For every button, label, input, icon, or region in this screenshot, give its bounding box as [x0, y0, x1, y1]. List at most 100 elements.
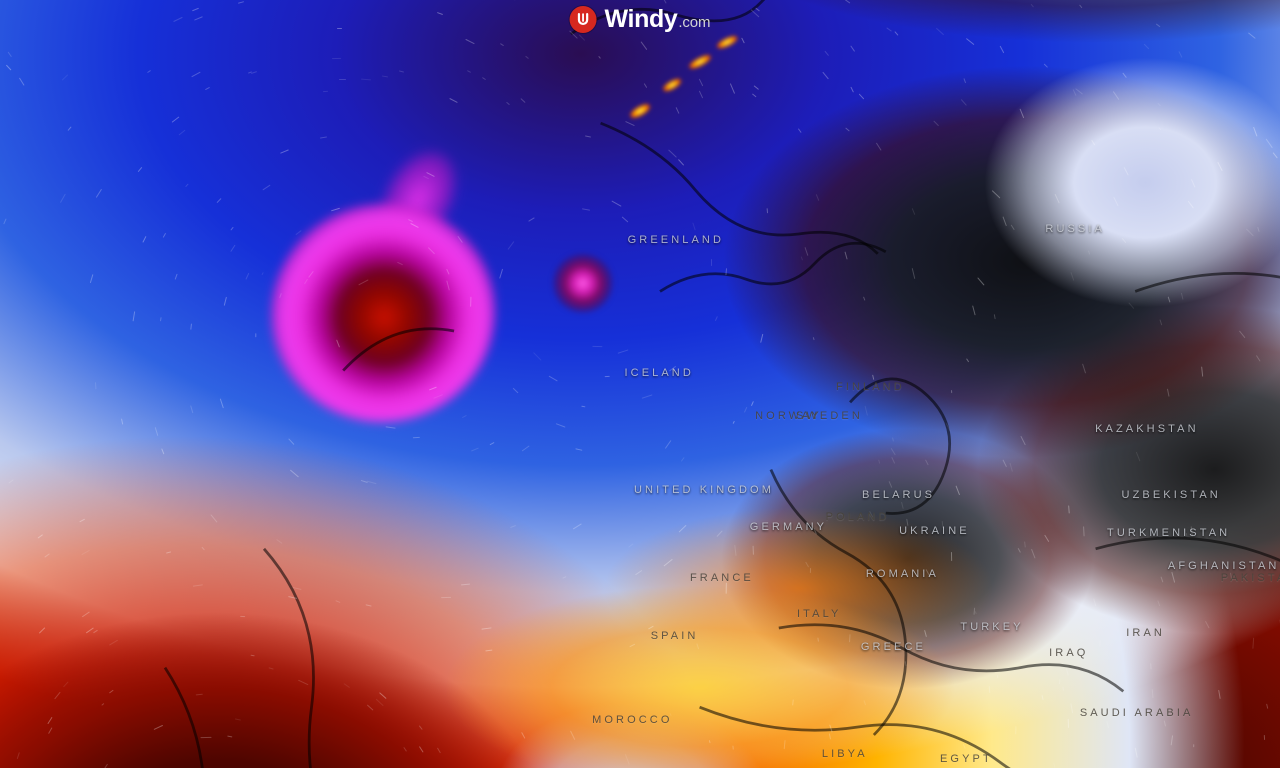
wind-particle — [1019, 108, 1025, 119]
wind-particle — [822, 72, 829, 80]
wind-particle — [611, 200, 621, 207]
wind-particle — [200, 736, 212, 739]
wind-particle — [991, 190, 1001, 199]
wind-particle — [1014, 726, 1017, 735]
wind-particle — [507, 240, 514, 250]
wind-particle — [1252, 638, 1254, 649]
wind-particle — [339, 79, 347, 81]
wind-particle — [625, 754, 631, 765]
wind-particle — [166, 551, 172, 554]
wind-particle — [1003, 217, 1008, 227]
wind-particle — [890, 447, 896, 456]
wind-particle — [152, 725, 163, 731]
wind-particle — [1170, 735, 1174, 746]
wind-particle — [230, 226, 235, 231]
wind-particle — [1193, 743, 1195, 747]
wind-particle — [725, 268, 728, 276]
wind-particle — [1155, 24, 1161, 28]
wind-particle — [171, 116, 180, 123]
wind-particle — [1113, 196, 1119, 207]
wind-particle — [750, 401, 754, 407]
wind-particle — [1171, 572, 1176, 584]
wind-particle — [578, 34, 585, 41]
wind-particle — [621, 216, 629, 223]
wind-particle — [911, 268, 916, 280]
windy-watermark[interactable]: Windy .com — [564, 4, 717, 35]
wind-particle — [1043, 63, 1048, 68]
wind-particle — [1009, 462, 1014, 472]
wind-particle — [708, 739, 711, 744]
wind-particle — [716, 530, 723, 537]
wind-particle — [255, 333, 257, 338]
wind-particle — [669, 712, 672, 716]
wind-particle — [886, 27, 893, 32]
wind-particle — [470, 296, 472, 307]
wind-particle — [869, 510, 874, 518]
wind-particle — [734, 544, 737, 556]
wind-particle — [859, 93, 865, 100]
wind-particle — [872, 375, 875, 381]
wind-particle — [766, 207, 769, 213]
wind-particle — [1044, 534, 1050, 542]
wind-particle — [754, 7, 760, 12]
wind-particle — [1152, 689, 1154, 699]
wind-particle — [490, 442, 495, 446]
wind-particle — [572, 522, 582, 530]
wind-particle — [1041, 694, 1044, 701]
wind-particle — [941, 520, 944, 528]
wind-particle — [1128, 302, 1135, 310]
wind-particle — [976, 277, 985, 286]
wind-particle — [376, 698, 385, 707]
wind-particle — [797, 128, 802, 134]
wind-particle — [47, 716, 53, 725]
wind-particle — [330, 208, 341, 212]
wind-particle — [692, 222, 697, 231]
wind-particle — [585, 134, 592, 138]
wind-particle — [817, 637, 819, 643]
wind-particle — [63, 681, 69, 688]
wind-particle — [581, 406, 586, 408]
wind-particle — [120, 418, 124, 425]
wind-particle — [1160, 576, 1164, 583]
wind-particle — [18, 77, 25, 86]
wind-particle — [829, 733, 832, 740]
wind-particle — [279, 149, 289, 154]
wind-particle — [195, 694, 203, 696]
wind-particle — [582, 208, 591, 211]
wind-particle — [303, 278, 308, 285]
wind-particle — [730, 83, 736, 94]
wind-particle — [465, 39, 475, 45]
wind-particle — [878, 459, 881, 464]
wind-particle — [366, 704, 374, 711]
wind-particle — [1256, 355, 1261, 362]
wind-particle — [1024, 541, 1026, 548]
wind-particle — [999, 46, 1004, 54]
wind-particle — [844, 251, 849, 260]
wind-particle — [900, 502, 904, 509]
wind-particle — [412, 436, 420, 438]
wind-particle — [382, 75, 389, 78]
wind-particle — [965, 37, 974, 45]
wind-particle — [1272, 152, 1278, 159]
windy-wordmark: Windy .com — [605, 7, 711, 32]
wind-particle — [48, 727, 53, 734]
wind-particle — [505, 101, 510, 105]
wind-particle — [1092, 598, 1096, 607]
wind-particle — [664, 440, 672, 450]
wind-particle — [548, 375, 558, 382]
wind-particle — [223, 297, 227, 307]
wind-particle — [298, 679, 309, 686]
wind-particle — [159, 317, 162, 321]
wind-particle — [425, 172, 435, 178]
wind-particle — [676, 107, 680, 115]
wind-particle — [499, 268, 504, 279]
wind-particle — [185, 183, 189, 187]
wind-particle — [1181, 293, 1184, 301]
wind-particle — [423, 176, 430, 180]
wind-particle — [628, 543, 634, 548]
wind-particle — [1031, 548, 1036, 559]
wind-particle — [1054, 193, 1060, 204]
